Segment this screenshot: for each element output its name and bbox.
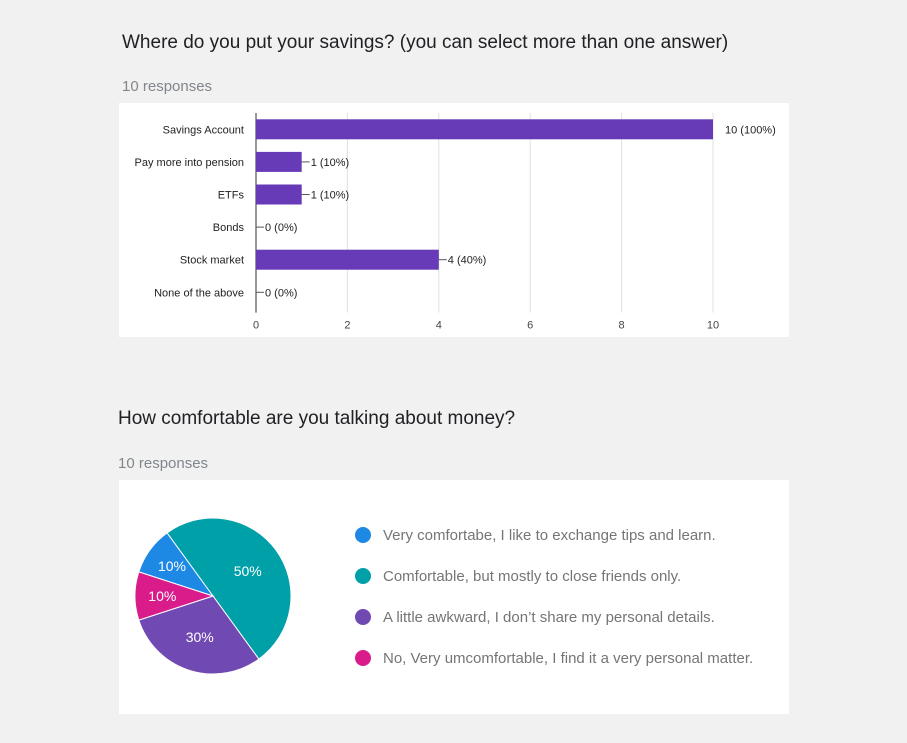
pie-slice: [138, 595, 260, 675]
question-title-savings: Where do you put your savings? (you can …: [122, 32, 729, 53]
legend-label: Very comfortabe, I like to exchange tips…: [383, 526, 716, 544]
pie-chart: 10% 50% 30% 10%: [134, 517, 292, 675]
legend-item: Very comfortabe, I like to exchange tips…: [355, 525, 716, 545]
category-label: Savings Account: [163, 124, 244, 136]
pie-slice: [166, 517, 292, 660]
legend-item: No, Very umcomfortable, I find it a very…: [355, 648, 753, 668]
bar: [256, 119, 713, 140]
legend-color-swatch: [355, 568, 371, 584]
legend-item: A little awkward, I don’t share my perso…: [355, 607, 715, 627]
category-label: ETFs: [218, 190, 245, 202]
x-tick-label: 2: [344, 320, 350, 332]
category-label: None of the above: [154, 287, 244, 299]
bar: [256, 151, 302, 172]
legend-item: Comfortable, but mostly to close friends…: [355, 566, 681, 586]
legend-color-swatch: [355, 527, 371, 543]
data-label: 0 (0%): [265, 222, 297, 234]
pie-slice-label: 10%: [158, 558, 186, 574]
x-tick-label: 0: [253, 320, 259, 332]
pie-chart-card: 10% 50% 30% 10% Very comfortabe, I like to …: [119, 480, 789, 714]
bar-chart: 0 2 4 6 8 10 Savings Account 10 (100%) Pay more …: [135, 113, 776, 332]
x-tick-label: 10: [707, 320, 719, 332]
bar: [256, 184, 302, 205]
x-tick-label: 4: [436, 320, 442, 332]
response-count-comfort: 10 responses: [118, 455, 209, 472]
data-label: 4 (40%): [448, 255, 487, 267]
response-count-savings: 10 responses: [122, 78, 213, 95]
legend-color-swatch: [355, 650, 371, 666]
legend-label: No, Very umcomfortable, I find it a very…: [383, 649, 754, 667]
data-label: 10 (100%): [725, 124, 776, 136]
category-label: Bonds: [213, 222, 245, 234]
category-label: Pay more into pension: [135, 157, 244, 169]
question-title-comfort: How comfortable are you talking about mo…: [118, 408, 516, 429]
pie-slice-label: 30%: [186, 629, 214, 645]
bar: [256, 249, 439, 270]
pie-slice: [134, 571, 215, 621]
x-tick-label: 8: [619, 320, 625, 332]
data-label: 1 (10%): [311, 190, 350, 202]
bar-chart-card: 0 2 4 6 8 10 Savings Account 10 (100%) Pay more …: [119, 103, 789, 337]
x-tick-label: 6: [527, 320, 533, 332]
legend-label: A little awkward, I don’t share my perso…: [383, 608, 715, 626]
data-label: 0 (0%): [265, 287, 297, 299]
pie-slice-label: 10%: [148, 588, 176, 604]
pie-slice-label: 50%: [234, 563, 262, 579]
data-label: 1 (10%): [311, 157, 350, 169]
category-label: Stock market: [180, 255, 244, 267]
legend-color-swatch: [355, 609, 371, 625]
legend-label: Comfortable, but mostly to close friends…: [383, 567, 682, 585]
